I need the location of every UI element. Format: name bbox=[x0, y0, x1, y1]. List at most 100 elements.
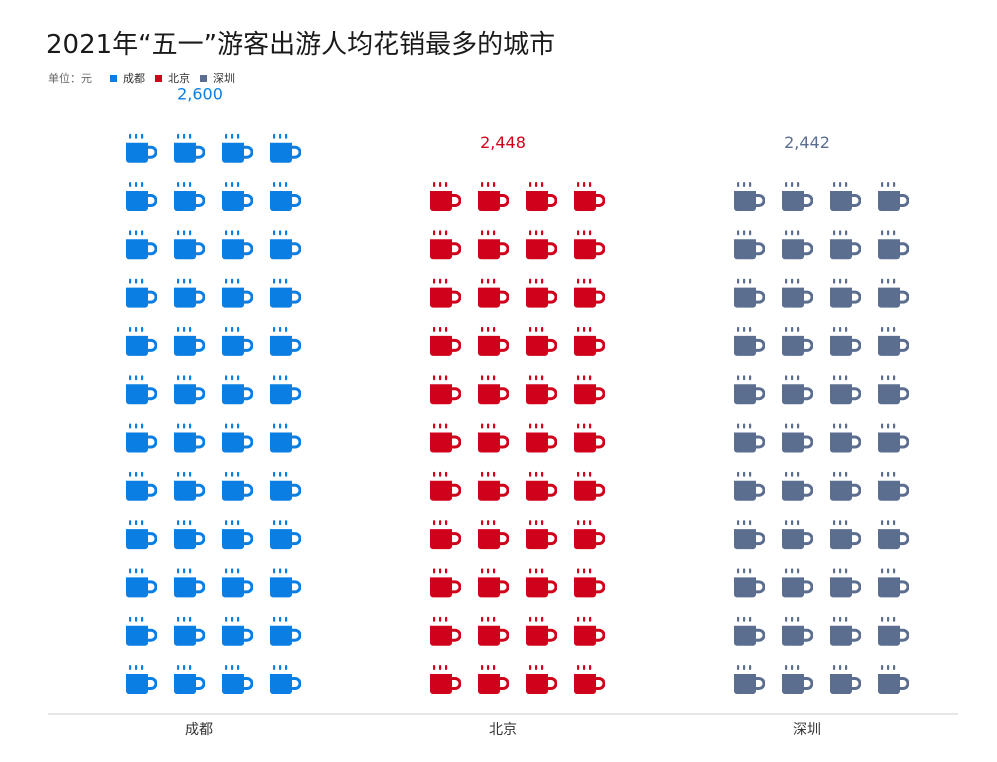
legend-label-chengdu: 成都 bbox=[123, 72, 145, 85]
legend-label-shenzhen: 深圳 bbox=[213, 72, 235, 85]
coffee-mug-icon bbox=[782, 375, 813, 405]
coffee-mug-icon bbox=[222, 133, 253, 163]
coffee-mug-icon bbox=[222, 230, 253, 260]
coffee-mug-icon bbox=[734, 375, 765, 405]
coffee-mug-icon bbox=[830, 230, 861, 260]
coffee-mug-icon bbox=[430, 182, 461, 211]
coffee-mug-icon bbox=[830, 520, 861, 550]
coffee-mug-icon bbox=[430, 230, 461, 260]
coffee-mug-icon bbox=[222, 665, 253, 694]
coffee-mug-icon bbox=[478, 568, 509, 598]
coffee-mug-icon bbox=[526, 230, 557, 260]
coffee-mug-icon bbox=[126, 423, 157, 453]
x-tick-label-shenzhen: 深圳 bbox=[793, 722, 821, 738]
coffee-mug-icon bbox=[174, 616, 205, 646]
coffee-mug-icon bbox=[126, 182, 157, 211]
coffee-mug-icon bbox=[782, 326, 813, 356]
legend-item-chengdu[interactable]: 成都 bbox=[110, 70, 145, 86]
unit-label: 单位：元 bbox=[48, 72, 92, 85]
coffee-mug-icon bbox=[174, 230, 205, 260]
coffee-mug-icon bbox=[526, 278, 557, 308]
coffee-mug-icon bbox=[526, 423, 557, 453]
coffee-mug-icon bbox=[222, 423, 253, 453]
coffee-mug-icon bbox=[126, 230, 157, 260]
coffee-mug-icon bbox=[430, 665, 461, 694]
coffee-mug-icon bbox=[574, 520, 605, 550]
coffee-mug-icon bbox=[126, 520, 157, 550]
coffee-mug-icon bbox=[734, 423, 765, 453]
bar-chengdu[interactable] bbox=[126, 133, 302, 694]
coffee-mug-icon bbox=[574, 278, 605, 308]
coffee-mug-icon bbox=[430, 278, 461, 308]
coffee-mug-icon bbox=[734, 278, 765, 308]
coffee-mug-icon bbox=[174, 665, 205, 694]
coffee-mug-icon bbox=[430, 616, 461, 646]
coffee-mug-icon bbox=[270, 616, 301, 646]
legend: 单位：元 成都 北京 深圳 bbox=[48, 70, 245, 86]
coffee-mug-icon bbox=[222, 471, 253, 501]
coffee-mug-icon bbox=[830, 278, 861, 308]
coffee-mug-icon bbox=[270, 278, 301, 308]
coffee-mug-icon bbox=[878, 326, 909, 356]
coffee-mug-icon bbox=[126, 471, 157, 501]
coffee-mug-icon bbox=[878, 616, 909, 646]
coffee-mug-icon bbox=[126, 133, 157, 163]
coffee-mug-icon bbox=[174, 471, 205, 501]
coffee-mug-icon bbox=[734, 616, 765, 646]
coffee-mug-icon bbox=[782, 471, 813, 501]
coffee-mug-icon bbox=[430, 326, 461, 356]
coffee-mug-icon bbox=[574, 375, 605, 405]
coffee-mug-icon bbox=[574, 423, 605, 453]
coffee-mug-icon bbox=[174, 520, 205, 550]
legend-item-beijing[interactable]: 北京 bbox=[155, 70, 190, 86]
coffee-mug-icon bbox=[126, 375, 157, 405]
coffee-mug-icon bbox=[222, 326, 253, 356]
coffee-mug-icon bbox=[174, 182, 205, 211]
x-tick-label-chengdu: 成都 bbox=[185, 722, 213, 738]
coffee-mug-icon bbox=[574, 182, 605, 211]
coffee-mug-icon bbox=[126, 665, 157, 694]
coffee-mug-icon bbox=[478, 230, 509, 260]
coffee-mug-icon bbox=[878, 423, 909, 453]
coffee-mug-icon bbox=[782, 423, 813, 453]
legend-item-shenzhen[interactable]: 深圳 bbox=[200, 70, 235, 86]
coffee-mug-icon bbox=[126, 616, 157, 646]
coffee-mug-icon bbox=[782, 520, 813, 550]
coffee-mug-icon bbox=[830, 375, 861, 405]
coffee-mug-icon bbox=[878, 471, 909, 501]
coffee-mug-icon bbox=[734, 326, 765, 356]
coffee-mug-icon bbox=[734, 568, 765, 598]
coffee-mug-icon bbox=[478, 665, 509, 694]
coffee-mug-icon bbox=[830, 665, 861, 694]
coffee-mug-icon bbox=[126, 278, 157, 308]
coffee-mug-icon bbox=[270, 471, 301, 501]
chart-title: 2021年“五一”游客出游人均花销最多的城市 bbox=[46, 30, 556, 60]
coffee-mug-icon bbox=[878, 230, 909, 260]
coffee-mug-icon bbox=[878, 278, 909, 308]
coffee-mug-icon bbox=[430, 520, 461, 550]
x-tick-label-beijing: 北京 bbox=[489, 722, 517, 738]
coffee-mug-icon bbox=[222, 182, 253, 211]
coffee-mug-icon bbox=[526, 375, 557, 405]
coffee-mug-icon bbox=[270, 665, 301, 694]
coffee-mug-icon bbox=[270, 423, 301, 453]
coffee-mug-icon bbox=[526, 326, 557, 356]
coffee-mug-icon bbox=[574, 230, 605, 260]
coffee-mug-icon bbox=[526, 471, 557, 501]
legend-swatch-shenzhen bbox=[200, 74, 207, 82]
coffee-mug-icon bbox=[526, 182, 557, 211]
coffee-mug-icon bbox=[574, 616, 605, 646]
coffee-mug-icon bbox=[174, 423, 205, 453]
coffee-mug-icon bbox=[734, 665, 765, 694]
coffee-mug-icon bbox=[526, 665, 557, 694]
coffee-mug-icon bbox=[478, 423, 509, 453]
coffee-mug-icon bbox=[174, 278, 205, 308]
coffee-mug-icon bbox=[222, 616, 253, 646]
coffee-mug-icon bbox=[830, 423, 861, 453]
coffee-mug-icon bbox=[782, 182, 813, 211]
bar-beijing[interactable] bbox=[430, 182, 606, 694]
bar-shenzhen[interactable] bbox=[734, 182, 910, 694]
coffee-mug-icon bbox=[478, 326, 509, 356]
coffee-mug-icon bbox=[478, 616, 509, 646]
coffee-mug-icon bbox=[270, 568, 301, 598]
